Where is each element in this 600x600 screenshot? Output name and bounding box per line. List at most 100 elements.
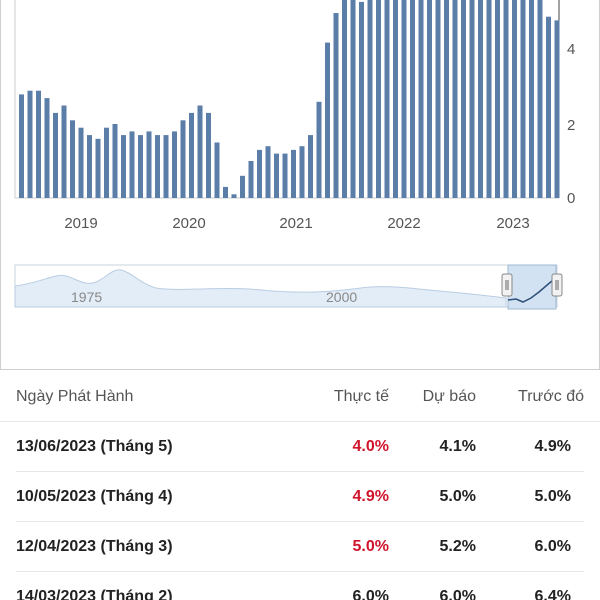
bar[interactable] [172, 131, 177, 198]
bar[interactable] [299, 146, 305, 198]
bar[interactable] [95, 138, 101, 198]
bar[interactable] [87, 135, 92, 198]
bar[interactable] [104, 127, 109, 198]
row-previous: 5.0% [534, 488, 571, 505]
navigator-area [14, 269, 507, 308]
bar[interactable] [537, 0, 543, 199]
x-tick-label: 2019 [64, 215, 97, 232]
header-actual[interactable]: Thực tế [333, 388, 389, 405]
navigator-right-handle[interactable] [551, 273, 563, 297]
bar[interactable] [163, 135, 169, 198]
bar[interactable] [138, 135, 143, 198]
bar[interactable] [393, 0, 398, 199]
bar[interactable] [452, 0, 458, 199]
bar[interactable] [44, 98, 50, 198]
bar[interactable] [418, 0, 424, 199]
releases-table: Ngày Phát Hành Thực tế Dự báo Trước đó 1… [0, 372, 600, 600]
bar[interactable] [384, 0, 390, 199]
bar[interactable] [189, 112, 194, 198]
navigator-selected-line [507, 279, 554, 303]
bar[interactable] [401, 0, 407, 199]
bar[interactable] [350, 0, 356, 199]
header-release-date[interactable]: Ngày Phát Hành [16, 388, 134, 405]
bar[interactable] [121, 135, 126, 198]
bar[interactable] [274, 153, 279, 198]
bar[interactable] [316, 101, 322, 198]
row-date: 14/03/2023 (Tháng 2) [16, 588, 173, 600]
row-date: 12/04/2023 (Tháng 3) [16, 538, 173, 555]
bar[interactable] [282, 153, 288, 198]
table-row: 13/06/2023 (Tháng 5) 4.0% 4.1% 4.9% [16, 422, 584, 472]
bar[interactable] [529, 0, 534, 199]
y-tick-label: 4 [567, 41, 575, 58]
bar[interactable] [520, 0, 526, 199]
bar[interactable] [291, 149, 296, 198]
navigator-label-1975: 1975 [71, 289, 102, 305]
bar[interactable] [206, 112, 211, 198]
bar[interactable] [78, 127, 84, 198]
bar[interactable] [53, 112, 58, 198]
bar[interactable] [427, 0, 432, 199]
bar[interactable] [112, 124, 118, 198]
bar[interactable] [214, 142, 220, 199]
bar[interactable] [435, 0, 441, 199]
navigator-selection[interactable] [507, 264, 557, 310]
row-forecast: 4.1% [439, 438, 476, 455]
table-row: 12/04/2023 (Tháng 3) 5.0% 5.2% 6.0% [16, 522, 584, 572]
bar[interactable] [240, 175, 245, 198]
x-tick-label: 2020 [172, 215, 205, 232]
bar[interactable] [27, 90, 33, 198]
table-row: 14/03/2023 (Tháng 2) 6.0% 6.0% 6.4% [16, 572, 584, 600]
x-tick-label: 2021 [279, 215, 312, 232]
navigator-left-handle[interactable] [501, 273, 513, 297]
bar[interactable] [180, 120, 186, 198]
bar-chart: 2019 2020 2021 2022 2023 0 2 4 [14, 0, 575, 232]
bar[interactable] [478, 0, 483, 199]
bar[interactable] [325, 42, 330, 198]
row-previous: 6.0% [534, 538, 571, 555]
row-actual: 6.0% [352, 588, 389, 600]
bar[interactable] [146, 131, 152, 198]
bar[interactable] [155, 135, 160, 198]
row-forecast: 5.2% [439, 538, 476, 555]
row-actual: 4.0% [352, 438, 389, 455]
row-previous: 6.4% [534, 588, 571, 600]
bar[interactable] [231, 194, 237, 198]
row-forecast: 6.0% [439, 588, 476, 600]
bar[interactable] [376, 0, 381, 199]
bar[interactable] [265, 146, 271, 198]
bar[interactable] [359, 1, 364, 199]
range-navigator[interactable]: 1975 2000 [1, 258, 600, 318]
bar[interactable] [486, 0, 492, 199]
bar[interactable] [223, 186, 228, 198]
bar[interactable] [333, 13, 339, 198]
row-forecast: 5.0% [439, 488, 476, 505]
bar[interactable] [342, 0, 347, 199]
x-tick-label: 2022 [387, 215, 420, 232]
bar[interactable] [554, 20, 560, 199]
header-previous[interactable]: Trước đó [518, 388, 584, 405]
bar[interactable] [367, 0, 373, 199]
bar[interactable] [546, 16, 551, 199]
header-forecast[interactable]: Dự báo [422, 388, 476, 405]
bar[interactable] [444, 0, 449, 199]
bar[interactable] [495, 0, 500, 199]
bar[interactable] [129, 131, 135, 198]
row-actual: 4.9% [352, 488, 389, 505]
bar[interactable] [503, 0, 509, 199]
bar[interactable] [197, 105, 203, 199]
bar[interactable] [308, 135, 313, 198]
bar[interactable] [70, 120, 75, 198]
bar[interactable] [512, 0, 517, 199]
bar[interactable] [61, 105, 67, 199]
bar[interactable] [257, 149, 262, 198]
bar[interactable] [461, 0, 466, 199]
bar[interactable] [410, 0, 415, 199]
navigator-label-2000: 2000 [326, 289, 357, 305]
row-previous: 4.9% [534, 438, 571, 455]
bar[interactable] [19, 94, 24, 198]
x-tick-label: 2023 [496, 215, 529, 232]
bar[interactable] [469, 0, 475, 199]
bar[interactable] [248, 161, 254, 198]
bar[interactable] [36, 90, 41, 198]
